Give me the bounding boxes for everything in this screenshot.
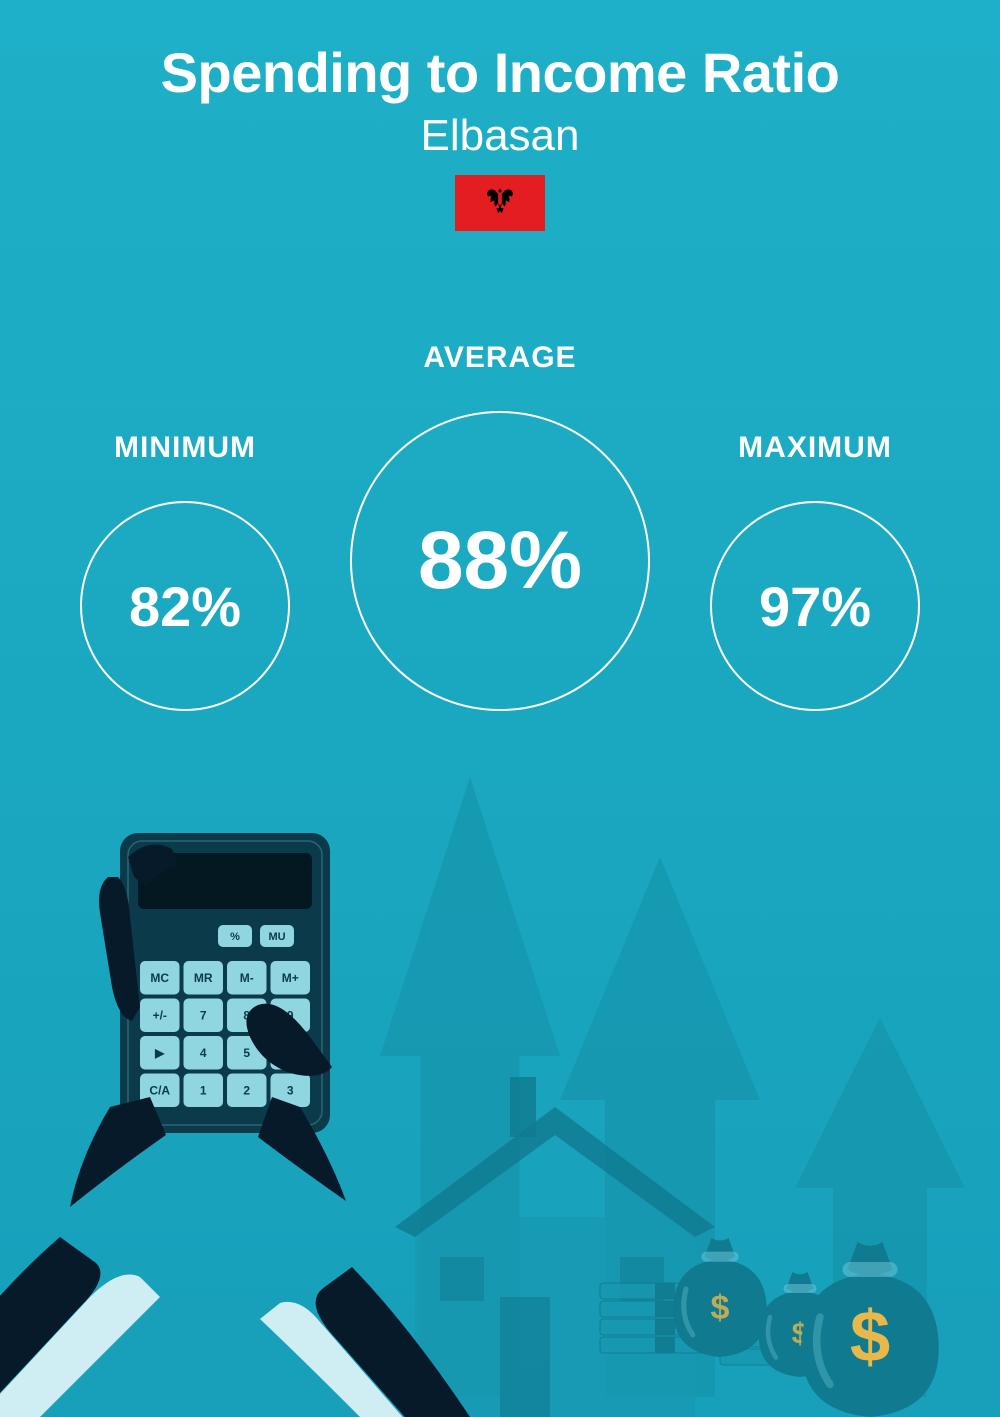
illustration: $$$%MUMCMRM-M++/-789▶456C/A123 xyxy=(0,737,1000,1417)
svg-text:$: $ xyxy=(850,1296,890,1377)
svg-text:MR: MR xyxy=(194,971,213,985)
svg-text:7: 7 xyxy=(200,1008,207,1022)
svg-text:2: 2 xyxy=(243,1083,250,1097)
stat-minimum: MINIMUM 82% xyxy=(80,431,290,711)
circle-avg: 88% xyxy=(350,411,650,711)
eagle-icon xyxy=(477,180,523,226)
stat-value-avg: 88% xyxy=(418,514,582,608)
svg-text:%: % xyxy=(230,931,240,943)
circle-min: 82% xyxy=(80,501,290,711)
page-title: Spending to Income Ratio xyxy=(0,40,1000,105)
svg-text:C/A: C/A xyxy=(149,1083,170,1097)
header: Spending to Income Ratio Elbasan xyxy=(0,0,1000,231)
page-subtitle: Elbasan xyxy=(0,111,1000,161)
svg-text:M+: M+ xyxy=(282,971,299,985)
svg-text:$: $ xyxy=(711,1289,730,1327)
svg-text:▶: ▶ xyxy=(154,1046,165,1060)
stat-label-max: MAXIMUM xyxy=(710,431,920,465)
circle-max: 97% xyxy=(710,501,920,711)
svg-text:MC: MC xyxy=(150,971,169,985)
stat-label-avg: AVERAGE xyxy=(350,341,650,375)
stat-label-min: MINIMUM xyxy=(80,431,290,465)
stat-average: AVERAGE 88% xyxy=(350,341,650,711)
svg-text:M-: M- xyxy=(240,971,254,985)
flag-albania xyxy=(455,175,545,231)
svg-text:1: 1 xyxy=(200,1083,207,1097)
stat-maximum: MAXIMUM 97% xyxy=(710,431,920,711)
svg-text:MU: MU xyxy=(268,931,285,943)
stat-value-max: 97% xyxy=(759,574,871,639)
svg-text:5: 5 xyxy=(243,1046,250,1060)
stats-row: MINIMUM 82% AVERAGE 88% MAXIMUM 97% xyxy=(0,341,1000,711)
stat-value-min: 82% xyxy=(129,574,241,639)
svg-text:3: 3 xyxy=(287,1083,294,1097)
svg-text:+/-: +/- xyxy=(153,1008,167,1022)
svg-text:4: 4 xyxy=(200,1046,207,1060)
